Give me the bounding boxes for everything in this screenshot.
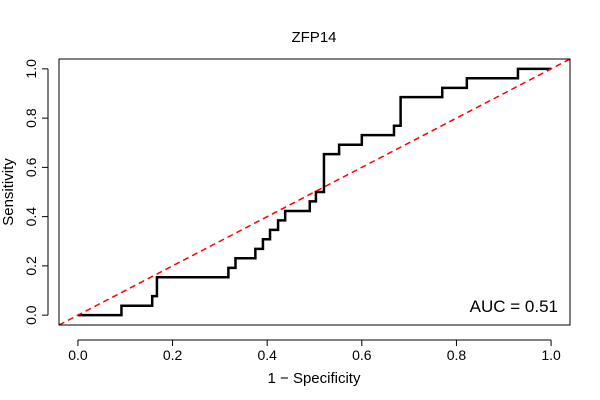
x-axis: 0.0 0.2 0.4 0.6 0.8 1.0 <box>68 339 561 363</box>
auc-annotation: AUC = 0.51 <box>470 297 558 316</box>
x-tick-label: 0.2 <box>163 347 183 363</box>
y-axis: 0.0 0.2 0.4 0.6 0.8 1.0 <box>23 59 49 325</box>
x-tick-label: 0.0 <box>68 347 88 363</box>
plot-area <box>58 58 571 326</box>
y-tick-label: 1.0 <box>23 59 39 79</box>
roc-curve-line <box>77 67 552 317</box>
x-axis-label: 1 − Specificity <box>268 370 361 387</box>
y-tick-label: 0.0 <box>23 305 39 325</box>
y-axis-label: Sensitivity <box>0 158 17 226</box>
reference-diagonal-line <box>58 58 571 326</box>
y-tick-label: 0.8 <box>23 108 39 128</box>
x-tick-label: 1.0 <box>541 347 561 363</box>
x-tick-label: 0.6 <box>352 347 372 363</box>
y-tick-label: 0.4 <box>23 207 39 227</box>
y-tick-label: 0.6 <box>23 157 39 177</box>
chart-title: ZFP14 <box>291 29 336 46</box>
plot-frame <box>58 58 571 326</box>
x-tick-label: 0.8 <box>447 347 467 363</box>
x-tick-label: 0.4 <box>257 347 277 363</box>
y-tick-label: 0.2 <box>23 256 39 276</box>
